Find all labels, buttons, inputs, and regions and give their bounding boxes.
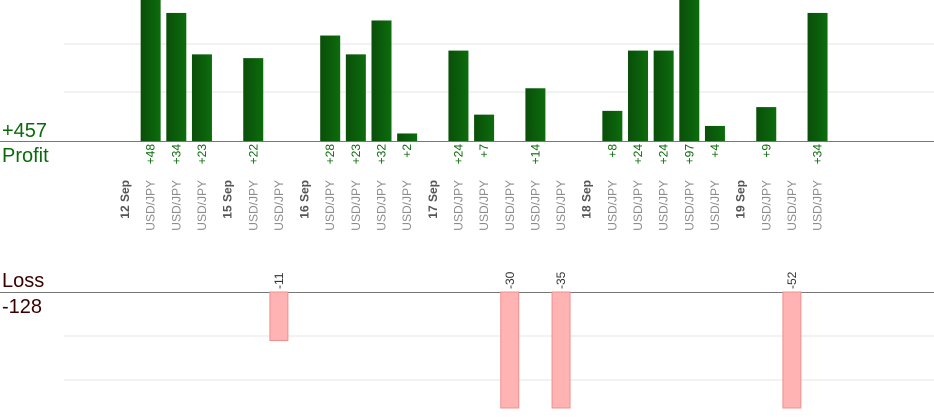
pair-label: USD/JPY: [785, 180, 799, 231]
date-label: 15 Sep: [221, 180, 235, 219]
profit-value-label: +14: [528, 144, 542, 165]
profit-label: Profit: [2, 145, 49, 167]
profit-value-label: +97: [682, 144, 696, 165]
profit-bar: [628, 50, 648, 141]
profit-value-label: +4: [708, 144, 722, 158]
pair-label: USD/JPY: [708, 180, 722, 231]
profit-bar: [807, 12, 828, 141]
profit-value-label: +23: [349, 144, 363, 165]
profit-value-label: +2: [400, 144, 414, 158]
profit-bar: [525, 88, 546, 141]
pair-label: USD/JPY: [682, 180, 696, 231]
loss-value-label: -11: [272, 272, 286, 289]
pair-label: USD/JPY: [528, 180, 542, 231]
pair-label: USD/JPY: [759, 180, 773, 231]
profit-value-label: +34: [811, 144, 825, 165]
date-label: 19 Sep: [734, 180, 748, 219]
profit-bar: [679, 0, 700, 141]
profit-value-label: +24: [657, 144, 671, 165]
profit-bar: [474, 114, 495, 141]
profit-bar: [140, 0, 161, 141]
labels: 12 Sep USD/JPY +48 USD/JPY +34 USD/JPY +23 15 S…: [118, 144, 825, 289]
pair-label: USD/JPY: [811, 180, 825, 231]
profit-bar: [371, 20, 392, 141]
profit-value-label: +34: [169, 144, 183, 165]
profit-value-label: +24: [631, 144, 645, 165]
profit-value-label: +8: [605, 144, 619, 158]
profit-value-label: +24: [451, 144, 465, 165]
profit-value-label: +7: [477, 144, 491, 158]
pair-label: USD/JPY: [169, 180, 183, 231]
loss-value-label: -52: [785, 271, 799, 289]
profit-bar: [191, 54, 212, 141]
pair-label: USD/JPY: [400, 180, 414, 231]
profit-bar: [602, 110, 623, 141]
pair-label: USD/JPY: [144, 180, 158, 231]
profit-bar: [345, 54, 366, 141]
profit-bar: [320, 35, 341, 141]
profit-bar: [653, 50, 674, 141]
loss-value-label: -35: [554, 271, 568, 289]
pair-label: USD/JPY: [272, 180, 286, 231]
profit-bar: [756, 107, 777, 141]
pair-label: USD/JPY: [503, 180, 517, 231]
pair-label: USD/JPY: [554, 180, 568, 231]
profit-bar: [704, 125, 725, 141]
profit-value-label: +28: [323, 144, 337, 165]
pair-label: USD/JPY: [631, 180, 645, 231]
profit-value-label: +9: [759, 144, 773, 158]
profit-bar: [448, 50, 469, 141]
pair-label: USD/JPY: [349, 180, 363, 231]
pair-label: USD/JPY: [246, 180, 260, 231]
loss-total: -128: [2, 296, 43, 318]
pair-label: USD/JPY: [451, 180, 465, 231]
loss-label: Loss: [2, 270, 45, 292]
pair-label: USD/JPY: [195, 180, 209, 231]
date-label: 17 Sep: [426, 180, 440, 219]
pair-label: USD/JPY: [323, 180, 337, 231]
pair-label: USD/JPY: [605, 180, 619, 231]
profit-value-label: +23: [195, 144, 209, 165]
profit-value-label: +48: [144, 144, 158, 165]
loss-bar: [269, 291, 289, 341]
loss-bar: [551, 291, 571, 409]
pair-label: USD/JPY: [477, 180, 491, 231]
pair-label: USD/JPY: [375, 180, 389, 231]
profit-total: +457: [2, 120, 48, 142]
loss-bar: [782, 291, 802, 409]
date-label: 12 Sep: [118, 180, 132, 219]
profit-bar: [166, 12, 187, 141]
profit-value-label: +22: [246, 144, 260, 165]
profit-bar: [243, 58, 264, 142]
profit-value-label: +32: [375, 144, 389, 165]
profit-bar: [397, 133, 418, 141]
loss-value-label: -30: [503, 271, 517, 289]
date-label: 18 Sep: [580, 180, 594, 219]
date-label: 16 Sep: [298, 180, 312, 219]
pair-label: USD/JPY: [657, 180, 671, 231]
bars: [140, 0, 828, 409]
loss-bar: [500, 291, 520, 409]
